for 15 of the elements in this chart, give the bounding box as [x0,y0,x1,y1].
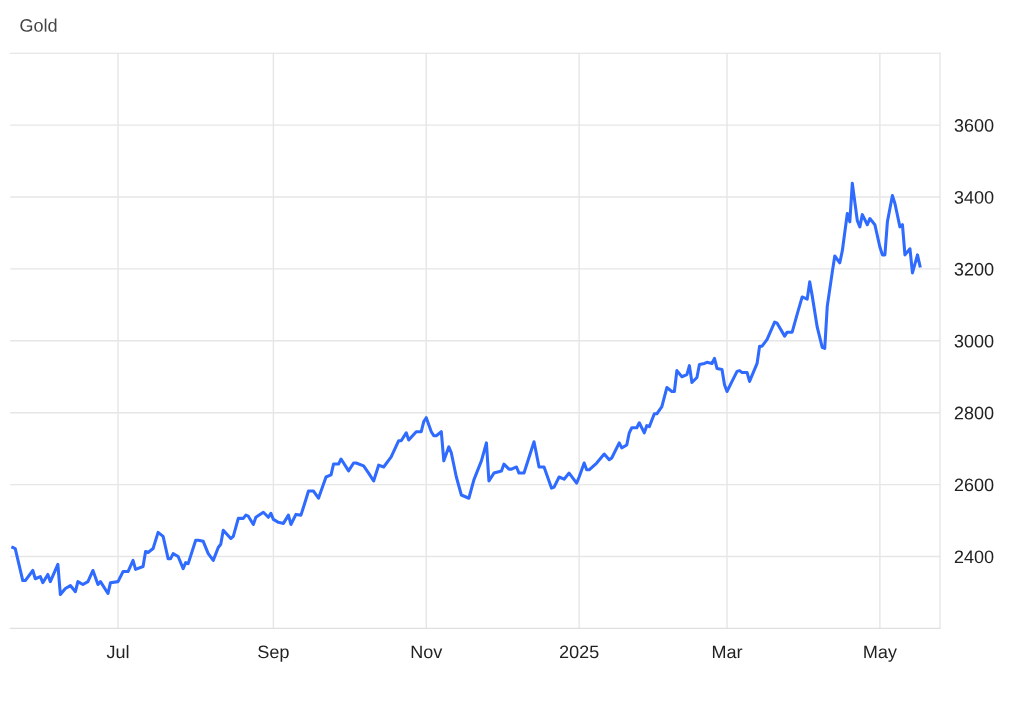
y-tick-label: 3400 [954,190,994,204]
y-tick-label: 3600 [954,119,994,132]
y-tick-label: 3000 [954,334,994,348]
x-tick-label: Sep [258,645,289,662]
x-tick-label: Jul [106,645,129,659]
y-tick-label: 3200 [954,262,994,276]
x-tick-label: Nov [411,645,443,659]
y-tick-label: 2600 [954,478,994,492]
x-tick-label: 2025 [559,645,599,659]
chart-title: Gold [20,18,57,32]
x-tick-label: Mar [712,645,743,659]
y-tick-label: 2800 [954,406,994,420]
x-tick-label: May [864,645,897,662]
y-tick-label: 2400 [954,550,994,564]
line-series [11,181,922,597]
